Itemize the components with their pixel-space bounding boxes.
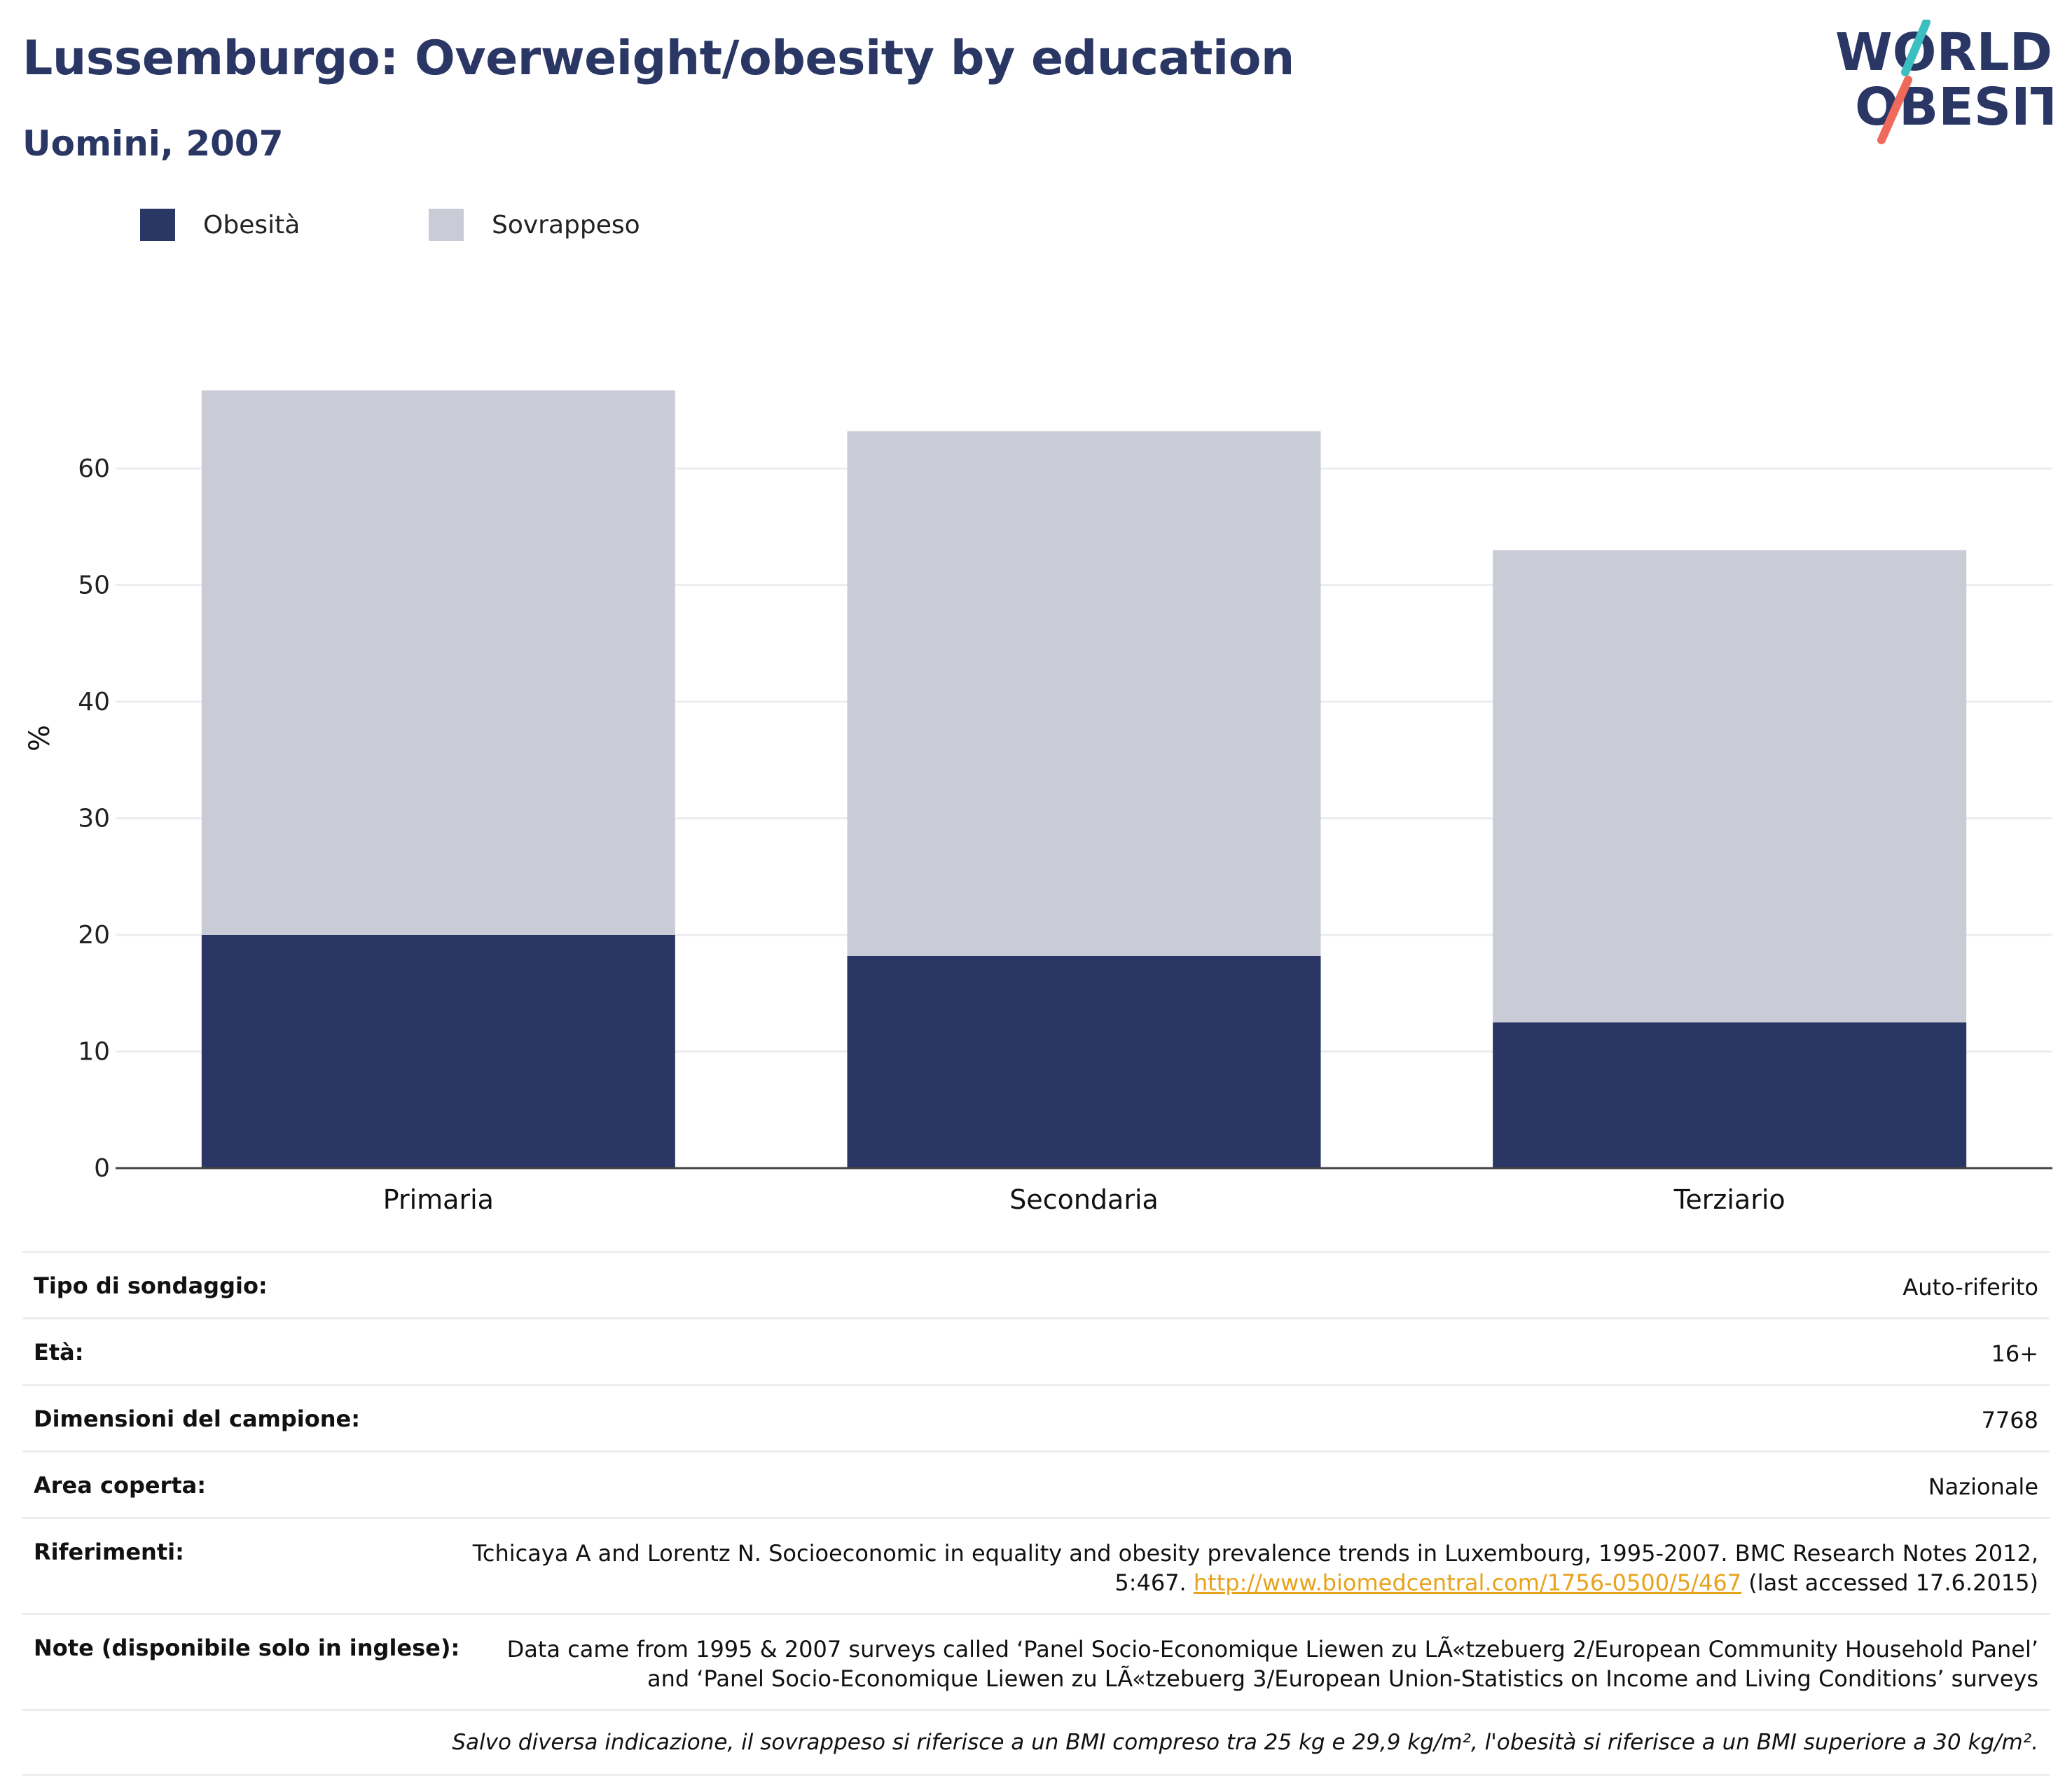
info-label: Dimensioni del campione: — [34, 1406, 361, 1432]
info-value: 16+ — [1991, 1340, 2038, 1367]
x-tick-label: Primaria — [383, 1184, 494, 1212]
notes-value: Data came from 1995 & 2007 surveys calle… — [506, 1636, 2038, 1692]
bmi-footnote: Salvo diversa indicazione, il sovrappeso… — [452, 1730, 2038, 1755]
references-value: Tchicaya A and Lorentz N. Socioeconomic … — [427, 1539, 2038, 1597]
notes-label: Note (disponibile solo in inglese): — [34, 1635, 460, 1661]
references-text: Tchicaya A and Lorentz N. Socioeconomic … — [472, 1540, 2038, 1596]
info-row-footnote: Salvo diversa indicazione, il sovrappeso… — [22, 1711, 2050, 1776]
info-label: Area coperta: — [34, 1472, 207, 1499]
logo-slash-teal — [1901, 20, 1931, 76]
references-link[interactable]: http://www.biomedcentral.com/1756-0500/5… — [1193, 1569, 1742, 1596]
references-suffix: (last accessed 17.6.2015) — [1748, 1569, 2038, 1596]
references-label: Riferimenti: — [34, 1539, 184, 1565]
info-row-sample-size: Dimensioni del campione: 7768 — [22, 1386, 2050, 1452]
bar-obesita-secondaria[interactable] — [847, 955, 1321, 1168]
legend-item-sovrappeso[interactable]: Sovrappeso — [429, 209, 640, 241]
y-tick-label: 0 — [94, 1154, 110, 1183]
y-axis-label: % — [24, 725, 56, 751]
info-row-age: Età: 16+ — [22, 1319, 2050, 1386]
y-tick-label: 40 — [78, 688, 110, 716]
info-row-survey-type: Tipo di sondaggio: Auto-riferito — [22, 1253, 2050, 1319]
legend-label-obesita: Obesità — [203, 210, 301, 240]
info-value: Nazionale — [1928, 1473, 2038, 1500]
chart-title: Lussemburgo: Overweight/obesity by educa… — [22, 31, 1294, 86]
info-row-notes: Note (disponibile solo in inglese): Data… — [22, 1615, 2050, 1711]
info-label: Tipo di sondaggio: — [34, 1272, 268, 1299]
bar-sovrappeso-terziario[interactable] — [1493, 550, 1967, 1022]
bar-sovrappeso-primaria[interactable] — [201, 390, 675, 935]
legend-item-obesita[interactable]: Obesità — [140, 209, 300, 241]
x-tick-label: Terziario — [1673, 1184, 1786, 1212]
info-value: Auto-riferito — [1902, 1274, 2038, 1300]
chart-subtitle: Uomini, 2007 — [22, 123, 284, 164]
x-tick-label: Secondaria — [1009, 1184, 1159, 1212]
bar-chart: 0 10 20 30 40 50 60% Primaria Secondaria Terziari… — [24, 390, 2052, 1212]
bar-sovrappeso-secondaria[interactable] — [847, 431, 1321, 956]
y-tick-label: 10 — [78, 1038, 110, 1067]
logo-slash-coral — [1877, 76, 1912, 144]
info-value: 7768 — [1981, 1407, 2038, 1434]
y-tick-label: 60 — [78, 455, 110, 483]
legend-swatch-sovrappeso — [429, 209, 464, 241]
info-row-references: Riferimenti: Tchicaya A and Lorentz N. S… — [22, 1519, 2050, 1615]
y-tick-label: 30 — [78, 805, 110, 833]
info-label: Età: — [34, 1339, 84, 1366]
y-tick-label: 20 — [78, 921, 110, 950]
logo-word-world: WORLD — [1835, 22, 2052, 83]
y-tick-label: 50 — [78, 571, 110, 600]
info-table: Tipo di sondaggio: Auto-riferito Età: 16… — [22, 1251, 2050, 1776]
bar-obesita-primaria[interactable] — [201, 935, 675, 1168]
legend-swatch-obesita — [140, 209, 175, 241]
bar-obesita-terziario[interactable] — [1493, 1022, 1967, 1168]
info-row-area: Area coperta: Nazionale — [22, 1452, 2050, 1519]
world-obesity-logo: WORLD OBESITY — [1835, 20, 2052, 144]
legend-label-sovrappeso: Sovrappeso — [492, 210, 640, 240]
